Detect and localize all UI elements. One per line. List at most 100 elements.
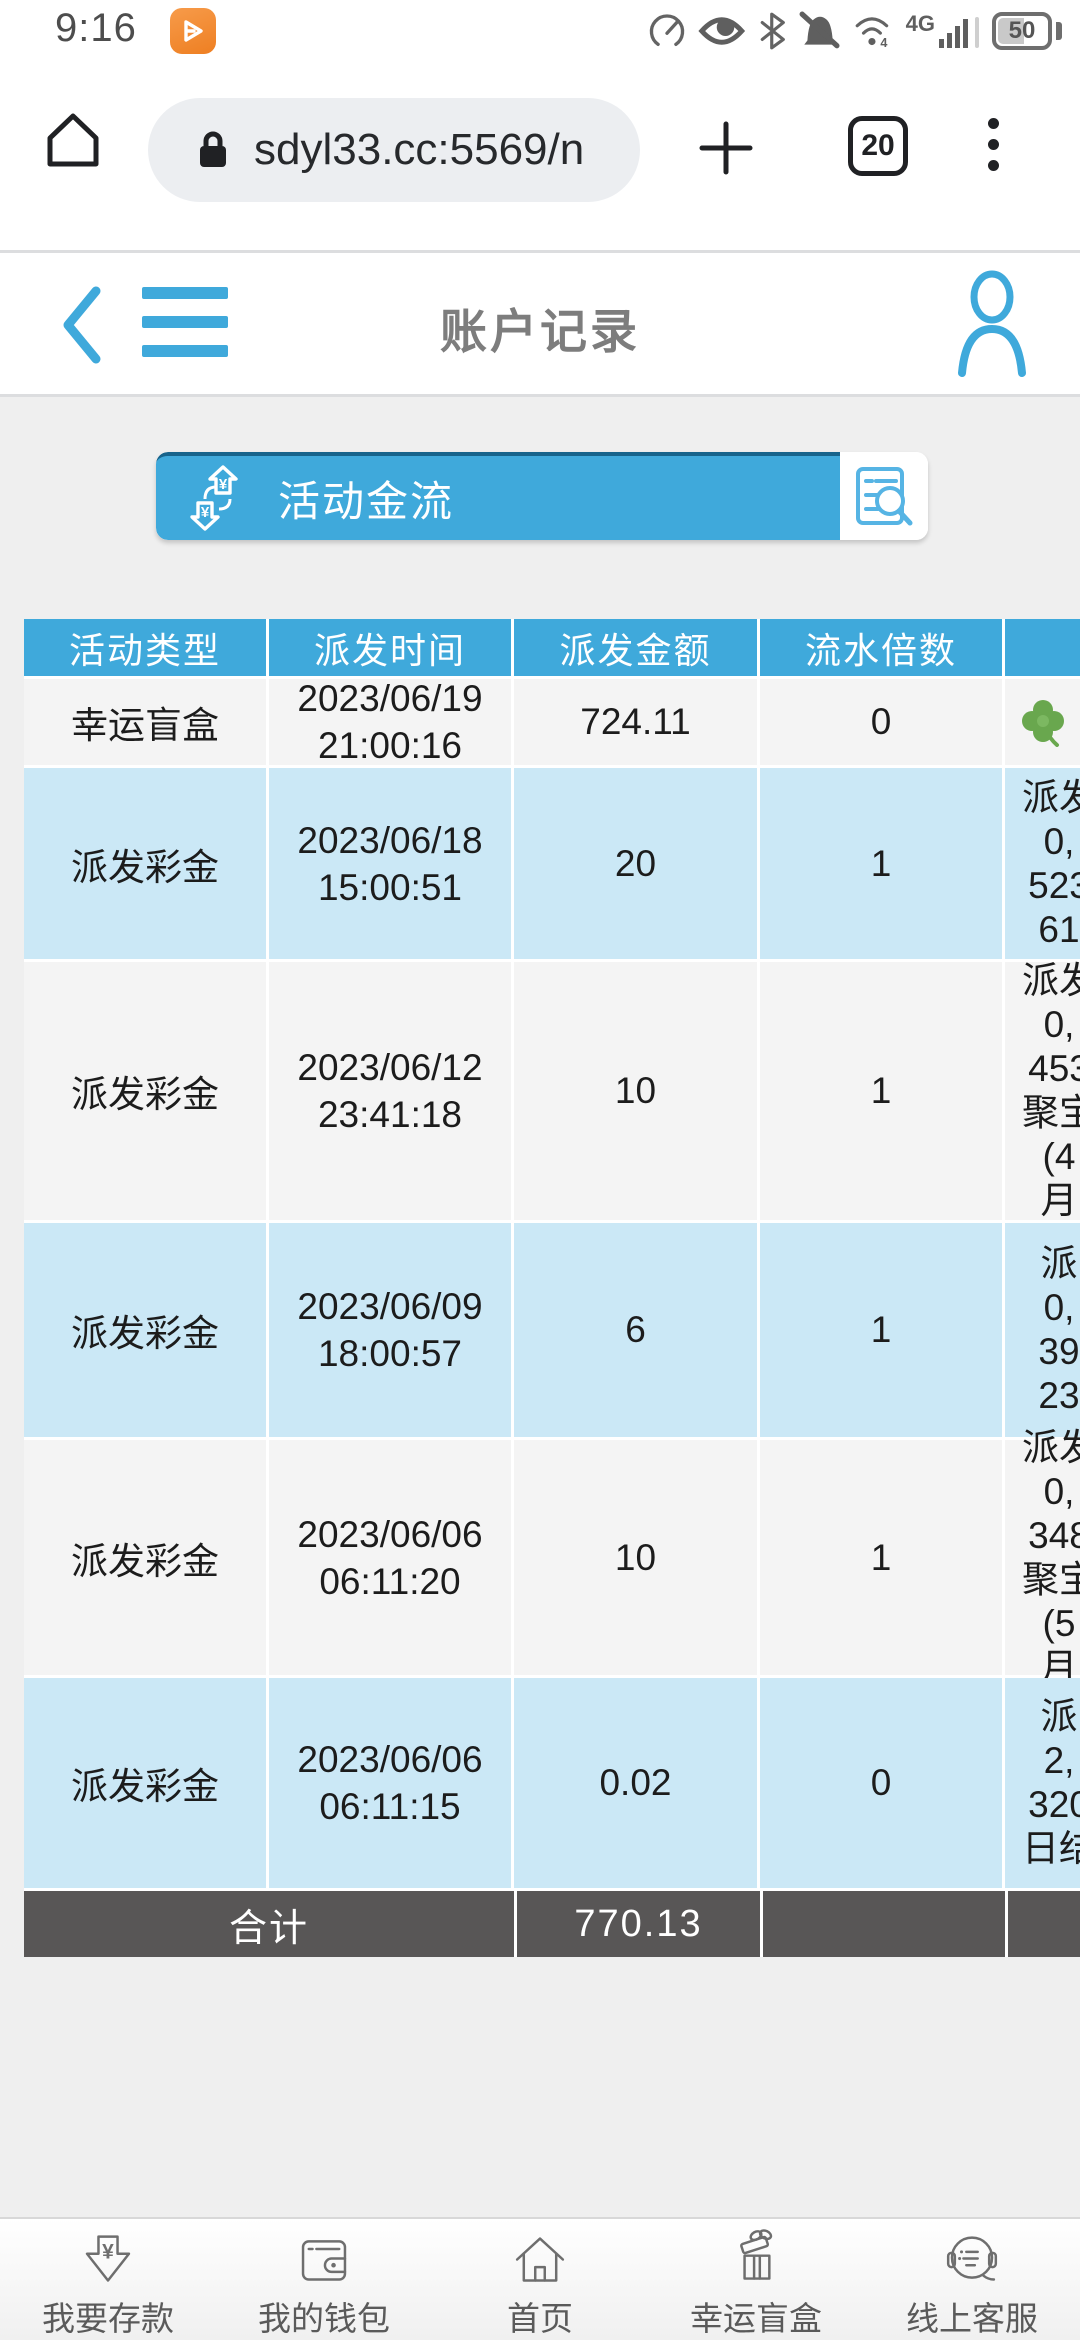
nav-deposit[interactable]: ¥ 我要存款 bbox=[0, 2219, 216, 2340]
cell-remark: 派 2, 320 日结 bbox=[1005, 1678, 1080, 1891]
cell-remark: 派发 0, 523 61 bbox=[1005, 768, 1080, 962]
clock: 9:16 bbox=[55, 6, 137, 50]
col-header-amount: 派发金额 bbox=[514, 619, 760, 679]
menu-icon[interactable] bbox=[142, 287, 228, 357]
browser-toolbar: sdyl33.cc:5569/n 20 bbox=[0, 60, 1080, 250]
nav-wallet[interactable]: 我的钱包 bbox=[216, 2219, 432, 2340]
col-header-dispatch-time: 派发时间 bbox=[269, 619, 514, 679]
cell-turnover: 0 bbox=[760, 679, 1005, 768]
data-saver-icon bbox=[650, 14, 685, 46]
svg-text:¥: ¥ bbox=[102, 2241, 114, 2264]
records-table: 活动类型 派发时间 派发金额 流水倍数 幸运盲盒 2023/06/19 21:00… bbox=[24, 619, 1080, 1957]
cell-activity-type: 派发彩金 bbox=[24, 1223, 269, 1440]
total-label: 合计 bbox=[24, 1891, 517, 1957]
cell-amount: 10 bbox=[514, 962, 760, 1223]
giftbox-icon bbox=[740, 2229, 773, 2280]
search-records-icon bbox=[856, 467, 913, 526]
customer-service-icon bbox=[946, 2236, 998, 2281]
bottom-nav: ¥ 我要存款 我的钱包 首页 幸运盲盒 bbox=[0, 2217, 1080, 2340]
cell-remark bbox=[1005, 679, 1080, 768]
col-header-remark bbox=[1005, 619, 1080, 679]
activity-banner-label: 活动金流 bbox=[278, 477, 455, 525]
svg-text:4: 4 bbox=[880, 36, 887, 50]
time: 23:41:18 bbox=[317, 1094, 463, 1135]
time: 06:11:15 bbox=[319, 1786, 461, 1827]
mute-icon bbox=[799, 11, 840, 49]
cell-remark: 派发 0, 453 聚宝 (4 月 bbox=[1005, 960, 1080, 1223]
table-footer-row: 合计 770.13 bbox=[24, 1891, 1080, 1957]
new-tab-icon[interactable] bbox=[698, 120, 754, 176]
page-title: 账户记录 bbox=[440, 305, 640, 358]
cell-turnover: 0 bbox=[760, 1678, 1005, 1891]
divider bbox=[0, 394, 1080, 397]
table-row: 派发彩金 2023/06/06 06:11:20 10 1 派发 0, 348 聚… bbox=[24, 1427, 1080, 1688]
wallet-icon bbox=[301, 2240, 347, 2281]
date: 2023/06/12 bbox=[297, 1047, 483, 1088]
table-row: 派发彩金 2023/06/12 23:41:18 10 1 派发 0, 453 聚… bbox=[24, 960, 1080, 1223]
url-bar[interactable]: sdyl33.cc:5569/n bbox=[148, 98, 640, 202]
bluetooth-icon bbox=[760, 12, 785, 50]
account-icon[interactable] bbox=[952, 267, 1032, 379]
cell-activity-type: 派发彩金 bbox=[24, 1440, 269, 1678]
home-icon bbox=[515, 2237, 565, 2282]
wifi-icon: 4 bbox=[855, 17, 888, 50]
app-header: 账户记录 bbox=[0, 253, 1080, 394]
time: 06:11:20 bbox=[319, 1560, 461, 1602]
browser-home-icon[interactable] bbox=[42, 108, 104, 170]
table-row: 派发彩金 2023/06/18 15:00:51 20 1 派发 0, 523 6… bbox=[24, 768, 1080, 962]
total-amount: 770.13 bbox=[517, 1891, 763, 1957]
cell-dispatch-time: 2023/06/18 15:00:51 bbox=[269, 768, 514, 962]
table-row: 派发彩金 2023/06/09 18:00:57 6 1 派 0, 39 23 bbox=[24, 1223, 1080, 1440]
time: 21:00:16 bbox=[317, 725, 463, 766]
tab-counter[interactable]: 20 bbox=[848, 116, 908, 176]
deposit-icon: ¥ bbox=[85, 2235, 131, 2282]
cell-activity-type: 派发彩金 bbox=[24, 768, 269, 962]
cell-dispatch-time: 2023/06/09 18:00:57 bbox=[269, 1223, 514, 1440]
cell-activity-type: 派发彩金 bbox=[24, 962, 269, 1223]
date: 2023/06/06 bbox=[297, 1513, 483, 1555]
cell-activity-type: 幸运盲盒 bbox=[24, 679, 269, 768]
col-header-activity-type: 活动类型 bbox=[24, 619, 269, 679]
date: 2023/06/09 bbox=[297, 1286, 483, 1327]
nav-customer-service[interactable]: 线上客服 bbox=[864, 2219, 1080, 2340]
browser-menu-icon[interactable] bbox=[988, 118, 999, 171]
time: 18:00:57 bbox=[317, 1333, 463, 1374]
activity-banner-blue: ¥ ¥ 活动金流 bbox=[156, 452, 840, 540]
divider bbox=[0, 250, 1080, 253]
svg-text:¥: ¥ bbox=[219, 476, 228, 493]
cell-dispatch-time: 2023/06/06 06:11:20 bbox=[269, 1440, 514, 1678]
clover-icon bbox=[1022, 700, 1064, 747]
cell-amount: 724.11 bbox=[514, 679, 760, 768]
footer-empty-cell bbox=[763, 1891, 1008, 1957]
signal-icon: 4G bbox=[906, 11, 981, 51]
svg-text:¥: ¥ bbox=[201, 504, 210, 521]
table-row: 派发彩金 2023/06/06 06:11:15 0.02 0 派 2, 320 … bbox=[24, 1678, 1080, 1891]
back-icon[interactable] bbox=[56, 285, 108, 365]
col-header-turnover: 流水倍数 bbox=[760, 619, 1005, 679]
nav-lucky-box[interactable]: 幸运盲盒 bbox=[648, 2219, 864, 2340]
cell-dispatch-time: 2023/06/19 21:00:16 bbox=[269, 678, 514, 768]
time: 15:00:51 bbox=[317, 866, 463, 908]
activity-banner[interactable]: ¥ ¥ 活动金流 bbox=[156, 452, 928, 540]
search-records-button[interactable] bbox=[840, 452, 928, 540]
table-row: 幸运盲盒 2023/06/19 21:00:16 724.11 0 bbox=[24, 678, 1080, 768]
footer-empty-cell bbox=[1008, 1891, 1080, 1957]
cell-turnover: 1 bbox=[760, 1223, 1005, 1440]
cell-turnover: 1 bbox=[760, 768, 1005, 962]
cell-dispatch-time: 2023/06/06 06:11:15 bbox=[269, 1678, 514, 1891]
eye-icon bbox=[698, 17, 746, 45]
lock-icon bbox=[200, 131, 226, 167]
table-header-row: 活动类型 派发时间 派发金额 流水倍数 bbox=[24, 619, 1080, 679]
date: 2023/06/06 bbox=[297, 1739, 483, 1780]
cell-activity-type: 派发彩金 bbox=[24, 1678, 269, 1891]
status-icons: 4 4G 50 bbox=[647, 8, 1062, 54]
cell-amount: 6 bbox=[514, 1223, 760, 1440]
date: 2023/06/19 bbox=[297, 678, 483, 719]
nav-home[interactable]: 首页 bbox=[432, 2219, 648, 2340]
battery-icon: 50 bbox=[992, 12, 1052, 50]
date: 2023/06/18 bbox=[297, 819, 483, 861]
cell-amount: 20 bbox=[514, 768, 760, 962]
status-bar: 9:16 4 4G 50 bbox=[0, 0, 1080, 60]
money-flow-icon: ¥ ¥ bbox=[190, 465, 238, 531]
cell-remark: 派 0, 39 23 bbox=[1005, 1223, 1080, 1440]
